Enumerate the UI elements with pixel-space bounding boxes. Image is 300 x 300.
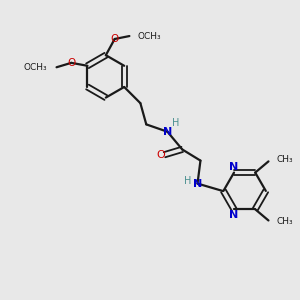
Text: N: N: [163, 127, 172, 137]
Text: N: N: [230, 162, 238, 172]
Text: H: H: [172, 118, 179, 128]
Text: H: H: [184, 176, 192, 186]
Text: CH₃: CH₃: [277, 155, 293, 164]
Text: O: O: [157, 150, 165, 160]
Text: CH₃: CH₃: [277, 218, 293, 226]
Text: N: N: [230, 210, 238, 220]
Text: OCH₃: OCH₃: [138, 32, 161, 40]
Text: OCH₃: OCH₃: [23, 63, 47, 72]
Text: O: O: [110, 34, 119, 44]
Text: O: O: [67, 58, 75, 68]
Text: N: N: [193, 178, 202, 189]
